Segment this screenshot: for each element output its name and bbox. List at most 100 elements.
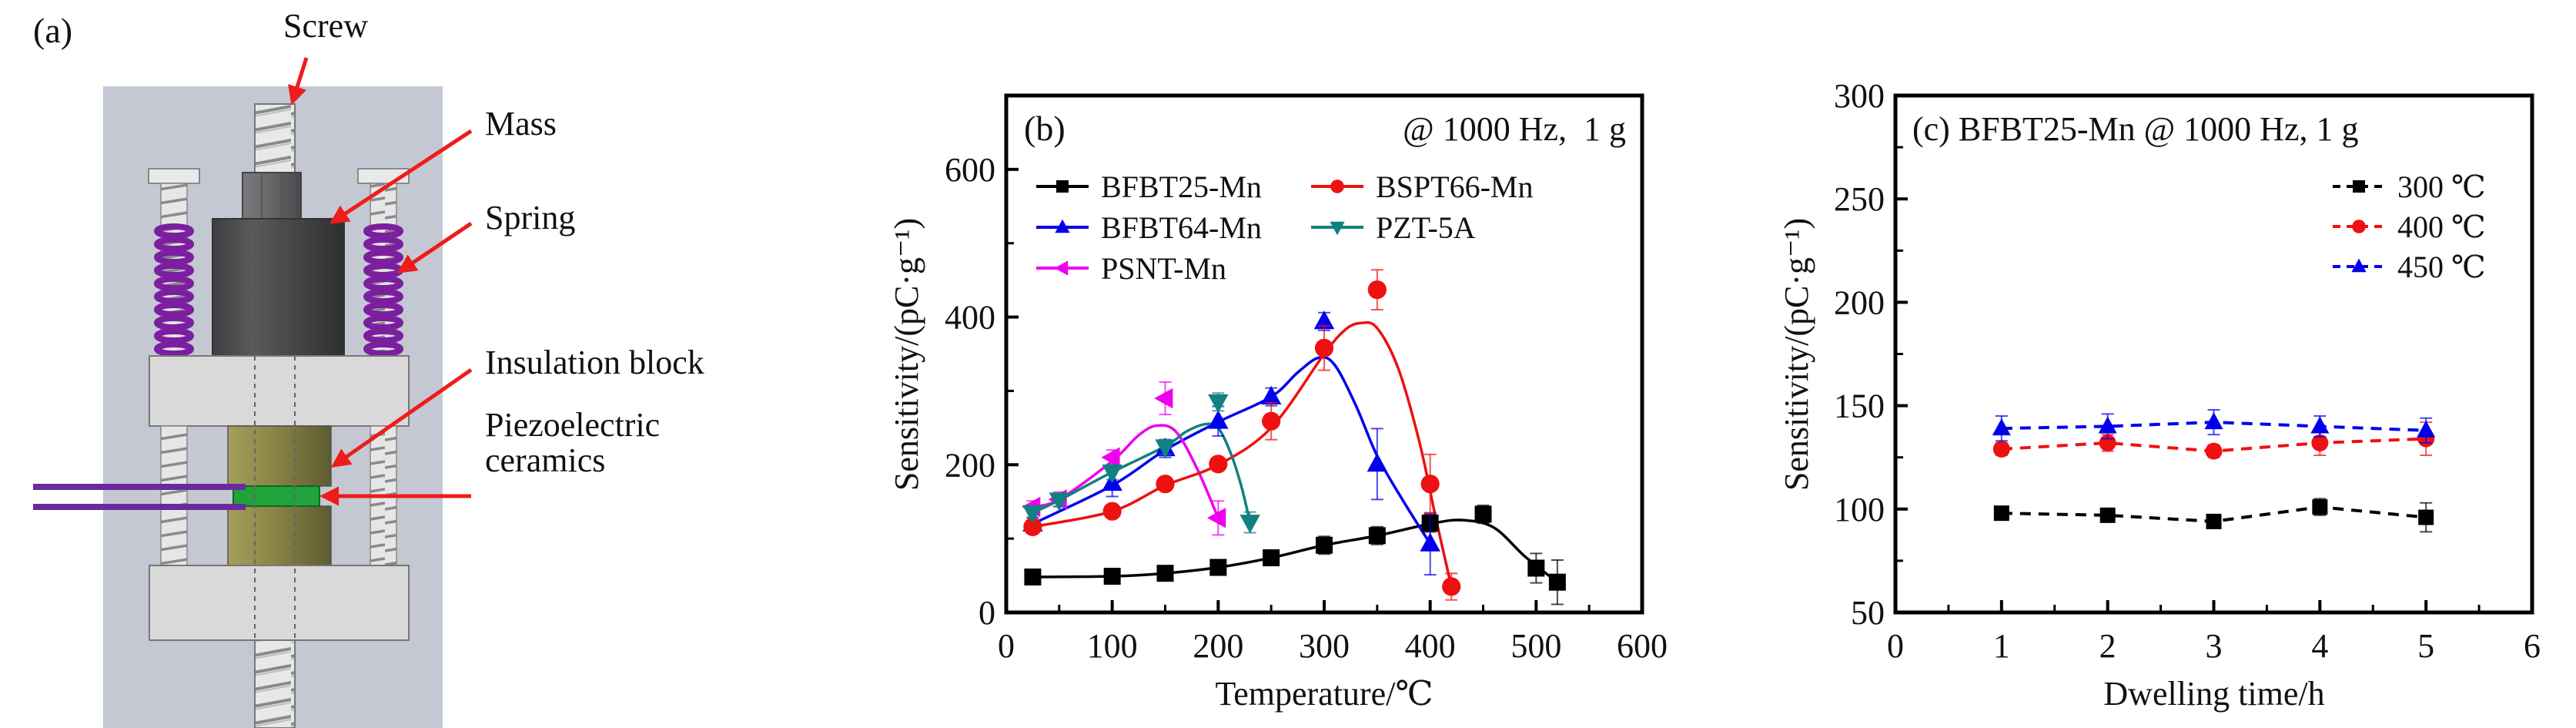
panel-b-label: (b) [1024,109,1066,148]
data-point-bfbt25-mn [1474,505,1492,523]
spring-coil-left [154,263,194,278]
legend-marker-bfbt25-mn [1056,180,1069,193]
data-point-bspt66-mn [1262,411,1281,431]
data-point-bfbt64-mn [1420,532,1440,552]
spring-coil-right [363,302,403,317]
x-axis-title: Temperature/℃ [1215,675,1433,713]
wire-lower [33,504,246,510]
data-point-pzt-5a [1102,464,1122,484]
data-point-pzt-5a [1208,394,1229,414]
x-tick-label: 0 [1887,627,1904,665]
data-point-bspt66-mn [1442,577,1461,596]
data-point-bfbt25-mn [1368,527,1386,545]
spring-coil-left [154,223,194,239]
legend-label-psnt-mn: PSNT-Mn [1101,251,1226,286]
x-tick-label: 2 [2099,627,2116,665]
mass-arrow [329,129,473,224]
x-tick-label: 400 [1405,627,1456,665]
y-axis-title: Sensitivity/(pC·g⁻¹) [1778,218,1815,491]
data-point-bspt66-mn [1420,475,1440,494]
x-tick-label: 3 [2206,627,2223,665]
data-point-bfbt64-mn [1313,310,1335,330]
data-point-bspt66-mn [1156,475,1175,494]
spring-coil-left [154,302,194,317]
data-point-bfbt64-mn [1208,410,1229,429]
y-tick-label: 300 [1834,77,1885,115]
x-tick-label: 600 [1617,627,1668,665]
data-point-400 [2205,442,2223,460]
spring-arrow [396,221,473,273]
piezo-label-1: Piezoelectric [485,406,660,444]
data-point-psnt-mn [1207,508,1226,528]
data-points [1022,269,1566,606]
data-point-400 [1992,440,2010,458]
x-tick-label: 500 [1510,627,1561,665]
data-point-300 [2206,513,2222,529]
data-point-450 [2098,416,2117,434]
legend-marker-450 [2351,258,2367,273]
spring-coil-right [363,223,403,239]
upper-plate [149,355,410,427]
data-point-bfbt25-mn [1024,568,1042,585]
data-point-bfbt25-mn [1316,536,1333,554]
data-point-300 [2312,499,2328,515]
axis-ticks: 0 100 200 300 400 500 600 0 200 400 600 [945,151,1668,665]
legend-label-pzt-5a: PZT-5A [1376,210,1476,245]
legend-label-400: 400 ℃ [2397,210,2486,244]
y-tick-label: 400 [945,299,995,337]
legend-marker-bspt66-mn [1330,179,1344,193]
y-tick-label: 150 [1834,387,1885,425]
legend-label-bspt66-mn: BSPT66-Mn [1376,169,1534,204]
piezo-ceramic [233,485,320,507]
data-point-pzt-5a [1239,515,1260,534]
data-point-pzt-5a [1022,505,1043,524]
data-points [1992,408,2436,533]
insulation-block-upper [227,425,332,487]
data-point-bspt66-mn [1209,455,1228,474]
data-point-bfbt25-mn [1103,568,1121,585]
legend-marker-bfbt64-mn [1055,219,1070,233]
y-tick-label: 200 [1834,283,1885,321]
data-point-bfbt64-mn [1260,385,1282,404]
fit-curve-bfbt25-mn [1032,518,1558,584]
insulation-arrow [330,367,473,468]
screw-arrow [288,57,309,106]
x-tick-label: 6 [2524,627,2541,665]
data-point-bfbt25-mn [1209,559,1227,576]
legend-marker-pzt-5a [1330,221,1345,236]
data-point-450 [2310,416,2330,434]
data-point-300 [1993,505,2009,522]
x-tick-label: 4 [2311,627,2328,665]
mass-block [212,218,345,357]
data-point-400 [2311,434,2329,451]
chart-c: 0 1 2 3 4 5 6 50 100 150 200 250 300 (c) BFBT25-Mn @… [1778,77,2541,713]
spring-coil-right [363,328,403,344]
data-point-450 [2204,412,2223,430]
fit-curve-bspt66-mn [1032,320,1453,587]
legend: BFBT25-Mn BFBT64-Mn PSNT-Mn BSPT66-Mn PZT-5A [1036,169,1534,286]
legend-label-450: 450 ℃ [2397,250,2486,284]
x-tick-label: 5 [2417,627,2434,665]
data-point-bfbt25-mn [1156,565,1174,582]
data-point-450 [2417,420,2436,438]
legend-label-300: 300 ℃ [2397,169,2486,204]
y-tick-label: 0 [979,594,995,632]
y-tick-label: 600 [945,151,995,189]
data-point-bspt66-mn [1314,338,1334,357]
nut [242,172,302,221]
y-tick-label: 50 [1851,594,1885,632]
spring-coil-left [154,276,194,291]
data-point-bfbt25-mn [1263,549,1280,567]
data-point-bfbt64-mn [1367,453,1388,472]
data-point-bfbt25-mn [1548,573,1566,591]
chart-b: 0 100 200 300 400 500 600 0 200 400 600 (b) @ 1000… [888,93,1668,713]
data-point-pzt-5a [1155,439,1176,458]
bolt-left-lower [160,425,188,566]
x-axis-title: Dwelling time/h [2103,675,2324,713]
spring-coil-left [154,328,194,344]
panel-a-label: (a) [33,11,72,50]
y-axis-title: Sensitivity/(pC·g⁻¹) [888,218,925,491]
piezo-label-2: ceramics [485,441,605,479]
legend: 300 ℃ 400 ℃ 450 ℃ [2333,169,2486,284]
